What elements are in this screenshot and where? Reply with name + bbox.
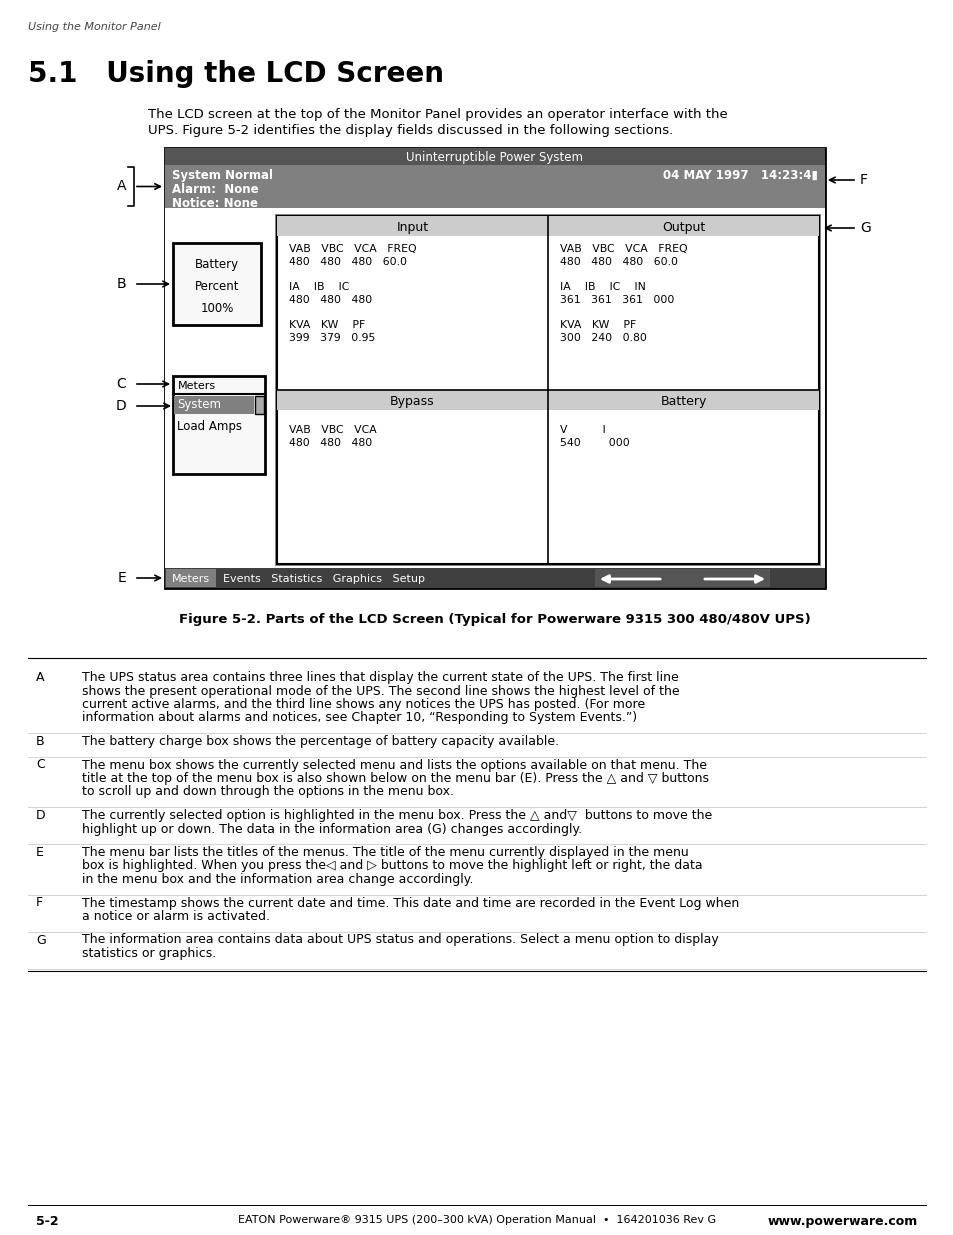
Bar [165, 207, 824, 568]
Text: G: G [859, 221, 870, 235]
Text: 04 MAY 1997   14:23:4▮: 04 MAY 1997 14:23:4▮ [662, 169, 817, 182]
Text: statistics or graphics.: statistics or graphics. [82, 947, 216, 960]
Bar [165, 568, 824, 588]
Text: UPS. Figure 5-2 identifies the display fields discussed in the following section: UPS. Figure 5-2 identifies the display f… [148, 124, 673, 137]
Bar [276, 390, 818, 410]
Text: 480   480   480   60.0: 480 480 480 60.0 [289, 257, 407, 267]
Text: VAB   VBC   VCA: VAB VBC VCA [289, 425, 376, 435]
Bar [165, 148, 824, 165]
Text: VAB   VBC   VCA   FREQ: VAB VBC VCA FREQ [289, 245, 416, 254]
Text: A: A [116, 179, 126, 193]
Bar [254, 396, 264, 414]
Text: F: F [36, 897, 43, 909]
Text: B: B [116, 277, 126, 291]
Text: information about alarms and notices, see Chapter 10, “Responding to System Even: information about alarms and notices, se… [82, 711, 637, 725]
Text: C: C [116, 377, 126, 391]
Text: 5-2: 5-2 [36, 1215, 58, 1228]
Text: Battery: Battery [659, 394, 706, 408]
Text: 480   480   480: 480 480 480 [289, 295, 372, 305]
Text: highlight up or down. The data in the information area (G) changes accordingly.: highlight up or down. The data in the in… [82, 823, 581, 836]
Text: B: B [36, 735, 45, 748]
Bar [172, 243, 261, 325]
Text: 5.1   Using the LCD Screen: 5.1 Using the LCD Screen [28, 61, 443, 88]
Text: KVA   KW    PF: KVA KW PF [289, 320, 365, 330]
Bar [595, 569, 769, 587]
Text: F: F [859, 173, 867, 186]
Text: 361   361   361   000: 361 361 361 000 [559, 295, 674, 305]
Text: IA    IB    IC    IN: IA IB IC IN [559, 282, 645, 291]
Text: 480   480   480   60.0: 480 480 480 60.0 [559, 257, 678, 267]
Text: C: C [36, 758, 45, 772]
Text: D: D [115, 399, 126, 412]
Text: The information area contains data about UPS status and operations. Select a men: The information area contains data about… [82, 934, 718, 946]
Text: Meters: Meters [172, 574, 210, 584]
Text: 540        000: 540 000 [559, 438, 629, 448]
Text: Bypass: Bypass [390, 394, 435, 408]
Text: V          I: V I [559, 425, 605, 435]
Bar [276, 216, 818, 564]
Text: The currently selected option is highlighted in the menu box. Press the △ and▽  : The currently selected option is highlig… [82, 809, 712, 823]
Text: The UPS status area contains three lines that display the current state of the U: The UPS status area contains three lines… [82, 671, 678, 684]
Text: The LCD screen at the top of the Monitor Panel provides an operator interface wi: The LCD screen at the top of the Monitor… [148, 107, 727, 121]
Text: KVA   KW    PF: KVA KW PF [559, 320, 636, 330]
Text: G: G [36, 934, 46, 946]
Text: a notice or alarm is activated.: a notice or alarm is activated. [82, 910, 270, 923]
Text: in the menu box and the information area change accordingly.: in the menu box and the information area… [82, 873, 473, 885]
Text: shows the present operational mode of the UPS. The second line shows the highest: shows the present operational mode of th… [82, 684, 679, 698]
Text: Events   Statistics   Graphics   Setup: Events Statistics Graphics Setup [223, 574, 424, 584]
Text: System: System [177, 398, 221, 411]
Text: Load Amps: Load Amps [177, 420, 242, 433]
Text: The timestamp shows the current date and time. This date and time are recorded i: The timestamp shows the current date and… [82, 897, 739, 909]
Text: D: D [36, 809, 46, 823]
Text: to scroll up and down through the options in the menu box.: to scroll up and down through the option… [82, 785, 454, 799]
Text: box is highlighted. When you press the◁ and ▷ buttons to move the highlight left: box is highlighted. When you press the◁ … [82, 860, 702, 872]
Bar [165, 165, 824, 207]
Text: current active alarms, and the third line shows any notices the UPS has posted. : current active alarms, and the third lin… [82, 698, 644, 711]
Bar [173, 396, 253, 414]
Text: Alarm:  None: Alarm: None [172, 183, 258, 196]
Text: 480   480   480: 480 480 480 [289, 438, 372, 448]
Text: The battery charge box shows the percentage of battery capacity available.: The battery charge box shows the percent… [82, 735, 558, 748]
Text: Uninterruptible Power System: Uninterruptible Power System [406, 151, 583, 164]
Text: E: E [117, 571, 126, 585]
Text: E: E [36, 846, 44, 860]
Text: title at the top of the menu box is also shown below on the menu bar (E). Press : title at the top of the menu box is also… [82, 772, 708, 785]
Text: System Normal: System Normal [172, 169, 273, 182]
Text: Percent: Percent [194, 280, 239, 293]
Bar [165, 148, 824, 588]
Text: www.powerware.com: www.powerware.com [767, 1215, 917, 1228]
Text: Notice: None: Notice: None [172, 198, 257, 210]
Text: Output: Output [661, 221, 704, 233]
Bar [172, 375, 265, 474]
Text: 399   379   0.95: 399 379 0.95 [289, 333, 375, 343]
Text: The menu bar lists the titles of the menus. The title of the menu currently disp: The menu bar lists the titles of the men… [82, 846, 688, 860]
Text: A: A [36, 671, 45, 684]
Text: 300   240   0.80: 300 240 0.80 [559, 333, 646, 343]
Text: Using the Monitor Panel: Using the Monitor Panel [28, 22, 161, 32]
Text: Input: Input [396, 221, 428, 233]
Bar [276, 216, 818, 236]
Text: Meters: Meters [178, 382, 216, 391]
Text: Figure 5-2. Parts of the LCD Screen (Typical for Powerware 9315 300 480/480V UPS: Figure 5-2. Parts of the LCD Screen (Typ… [179, 613, 810, 626]
Bar [166, 569, 215, 587]
Text: VAB   VBC   VCA   FREQ: VAB VBC VCA FREQ [559, 245, 687, 254]
Text: Battery: Battery [194, 258, 239, 270]
Text: EATON Powerware® 9315 UPS (200–300 kVA) Operation Manual  •  164201036 Rev G: EATON Powerware® 9315 UPS (200–300 kVA) … [237, 1215, 716, 1225]
Bar [274, 214, 821, 566]
Text: IA    IB    IC: IA IB IC [289, 282, 349, 291]
Text: 100%: 100% [200, 303, 233, 315]
Text: The menu box shows the currently selected menu and lists the options available o: The menu box shows the currently selecte… [82, 758, 706, 772]
